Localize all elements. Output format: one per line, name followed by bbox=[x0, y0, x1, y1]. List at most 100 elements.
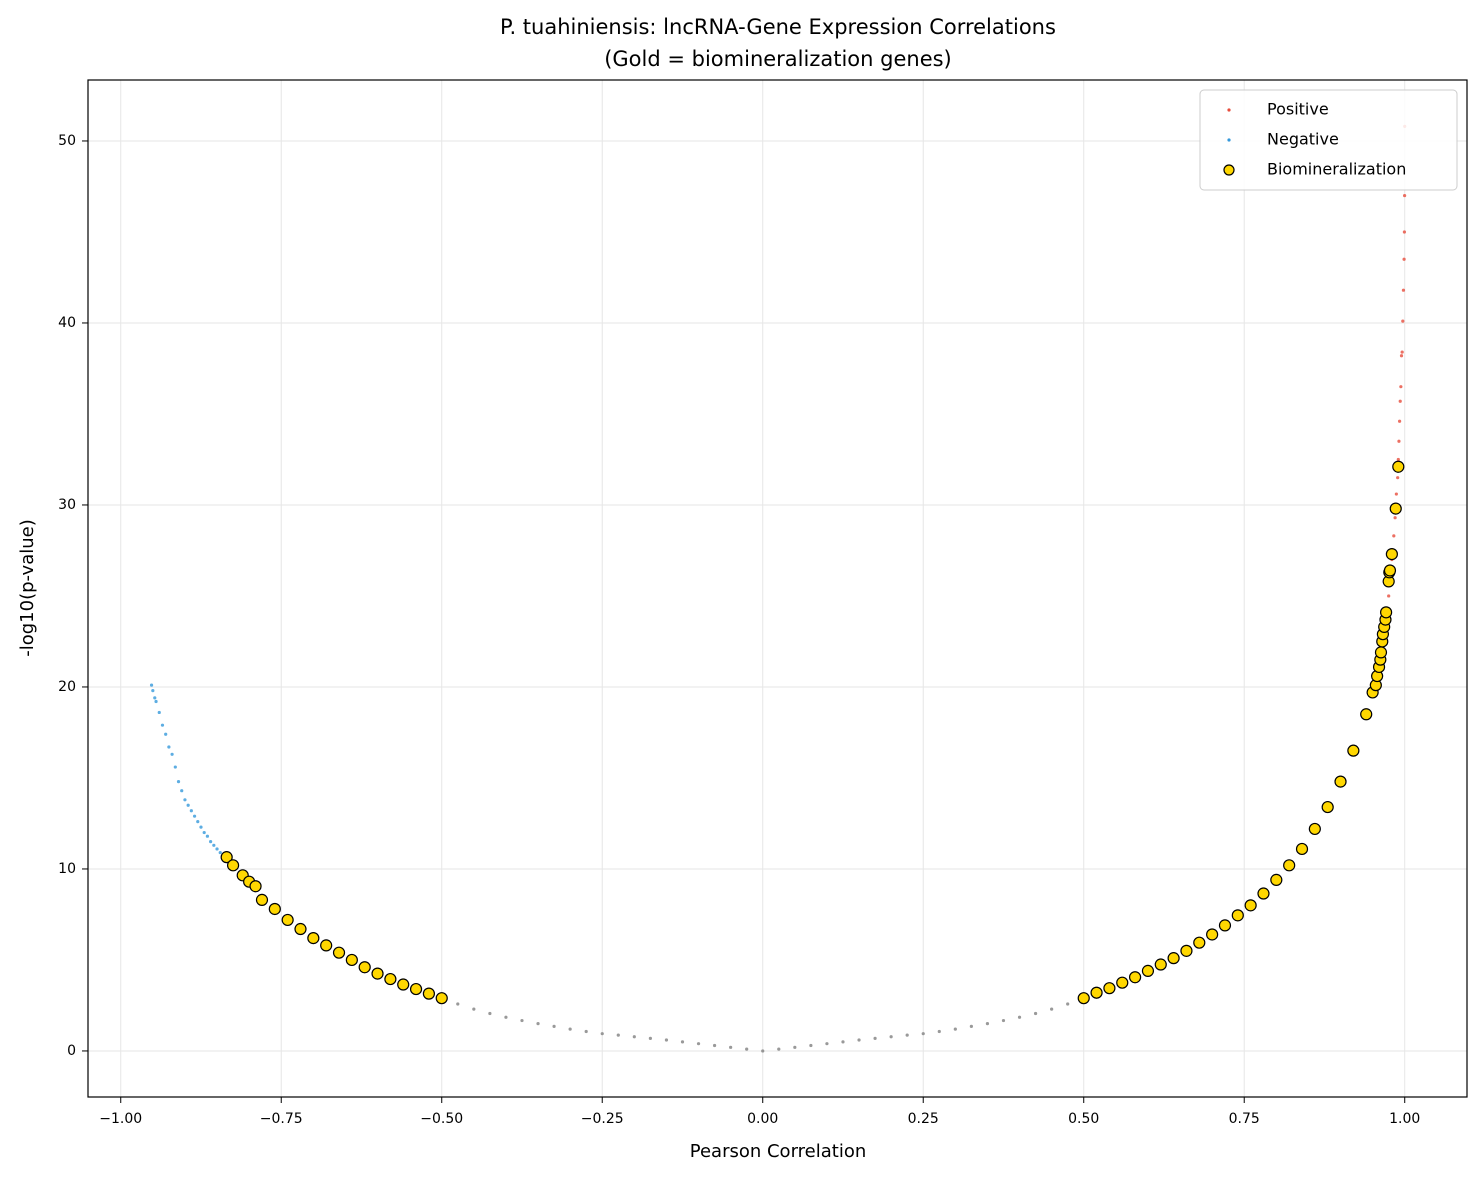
data-point bbox=[180, 789, 184, 793]
data-point bbox=[196, 820, 200, 824]
data-point bbox=[294, 922, 307, 936]
data-point bbox=[600, 1032, 604, 1036]
data-point bbox=[397, 978, 410, 991]
plot-marks bbox=[149, 124, 1407, 1053]
data-point bbox=[729, 1045, 733, 1049]
series-group bbox=[456, 1002, 1070, 1053]
data-point bbox=[1033, 1011, 1038, 1016]
x-tick-label: −0.50 bbox=[420, 1111, 463, 1127]
data-point bbox=[1257, 887, 1270, 900]
data-point bbox=[205, 834, 210, 838]
data-point bbox=[1399, 385, 1403, 389]
data-point bbox=[1398, 399, 1402, 403]
data-point bbox=[1387, 594, 1391, 598]
x-tick-label: 0.50 bbox=[1068, 1111, 1099, 1127]
x-axis-label: Pearson Correlation bbox=[690, 1141, 867, 1162]
data-point bbox=[841, 1040, 845, 1044]
data-point bbox=[664, 1038, 669, 1042]
data-point bbox=[281, 913, 294, 927]
data-point bbox=[1380, 606, 1393, 619]
data-point bbox=[170, 752, 174, 756]
data-point bbox=[160, 723, 165, 727]
data-point bbox=[632, 1035, 636, 1039]
legend-marker bbox=[1227, 108, 1231, 112]
data-point bbox=[1180, 944, 1193, 957]
data-point bbox=[696, 1042, 701, 1046]
series-group bbox=[220, 460, 1405, 1005]
data-point bbox=[157, 710, 161, 715]
data-point bbox=[218, 850, 222, 855]
data-point bbox=[151, 689, 155, 693]
data-point bbox=[1141, 964, 1155, 977]
data-point bbox=[1397, 439, 1401, 443]
data-point bbox=[1383, 564, 1397, 577]
data-point bbox=[212, 843, 216, 847]
data-point bbox=[1402, 230, 1407, 234]
data-point bbox=[435, 992, 448, 1005]
data-point bbox=[249, 880, 262, 893]
data-point bbox=[215, 847, 219, 851]
data-point bbox=[761, 1049, 765, 1053]
data-point bbox=[889, 1035, 893, 1039]
data-point bbox=[985, 1022, 990, 1026]
data-point bbox=[371, 967, 384, 980]
data-point bbox=[488, 1011, 492, 1016]
data-point bbox=[167, 745, 171, 749]
data-point bbox=[307, 932, 320, 945]
series-group bbox=[149, 683, 222, 855]
data-point bbox=[1218, 919, 1232, 932]
data-point bbox=[1295, 842, 1309, 856]
y-tick-label: 10 bbox=[58, 861, 76, 877]
x-tick-label: −0.75 bbox=[260, 1111, 303, 1127]
data-point bbox=[173, 765, 177, 769]
data-point bbox=[1066, 1002, 1070, 1006]
legend-label: Biomineralization bbox=[1267, 160, 1406, 179]
data-point bbox=[568, 1027, 572, 1031]
x-tick-label: −0.25 bbox=[581, 1111, 624, 1127]
data-point bbox=[1077, 992, 1090, 1005]
data-point bbox=[1396, 476, 1400, 480]
legend-label: Positive bbox=[1267, 100, 1329, 119]
legend-marker bbox=[1227, 138, 1231, 142]
data-point bbox=[1400, 350, 1404, 354]
chart-subtitle: (Gold = biomineralization genes) bbox=[604, 47, 952, 71]
data-point bbox=[472, 1007, 476, 1011]
data-point bbox=[1334, 775, 1347, 788]
data-point bbox=[176, 779, 181, 784]
data-point bbox=[409, 982, 423, 996]
data-point bbox=[953, 1027, 957, 1031]
data-point bbox=[1017, 1015, 1022, 1019]
data-point bbox=[1399, 354, 1404, 358]
data-point bbox=[745, 1047, 749, 1051]
legend-label: Negative bbox=[1267, 130, 1339, 149]
data-point bbox=[1128, 971, 1142, 984]
data-point bbox=[199, 825, 203, 829]
data-point bbox=[1401, 319, 1405, 323]
y-tick-label: 50 bbox=[58, 133, 76, 149]
data-point bbox=[220, 851, 233, 864]
data-point bbox=[504, 1015, 508, 1019]
data-point bbox=[648, 1036, 652, 1040]
data-point bbox=[520, 1018, 524, 1023]
data-point bbox=[536, 1022, 540, 1026]
y-tick-label: 20 bbox=[58, 679, 76, 695]
grid bbox=[88, 80, 1467, 1097]
data-point bbox=[1206, 928, 1219, 941]
x-tick-label: −1.00 bbox=[99, 1111, 142, 1127]
data-point bbox=[149, 683, 154, 687]
data-point bbox=[192, 814, 197, 818]
data-point bbox=[777, 1047, 781, 1051]
data-point bbox=[183, 798, 187, 802]
data-point bbox=[1401, 288, 1406, 292]
data-point bbox=[1389, 502, 1402, 515]
data-point bbox=[1154, 958, 1167, 971]
data-point bbox=[456, 1002, 460, 1006]
data-point bbox=[1385, 548, 1398, 561]
data-point bbox=[164, 732, 168, 736]
data-point bbox=[857, 1038, 861, 1042]
data-point bbox=[712, 1043, 717, 1048]
data-point bbox=[422, 987, 435, 1000]
data-point bbox=[345, 953, 358, 967]
